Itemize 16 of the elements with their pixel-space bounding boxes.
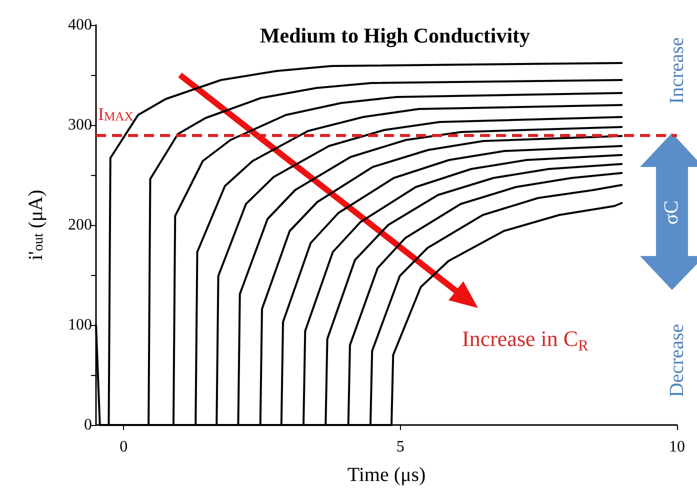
x-axis-title: Time (μs) — [347, 464, 426, 486]
y-tick-label: 200 — [68, 216, 92, 234]
annotation: Increase — [665, 36, 688, 104]
ref-line-label: IMAX — [98, 104, 134, 124]
y-tick-label: 0 — [84, 416, 92, 434]
x-tick-label: 0 — [120, 438, 128, 456]
x-tick-label: 5 — [396, 438, 404, 456]
y-tick-label: 400 — [68, 16, 92, 34]
y-axis-title: i'out (μA) — [25, 190, 47, 260]
x-tick-label: 10 — [669, 438, 685, 456]
annotation: σC — [660, 200, 684, 224]
annotation: Decrease — [666, 323, 689, 397]
chart-title: Medium to High Conductivity — [260, 24, 531, 48]
annotation: Increase in C$_{R}$ — [462, 326, 588, 356]
y-tick-label: 300 — [68, 116, 92, 134]
y-tick-label: 100 — [68, 316, 92, 334]
